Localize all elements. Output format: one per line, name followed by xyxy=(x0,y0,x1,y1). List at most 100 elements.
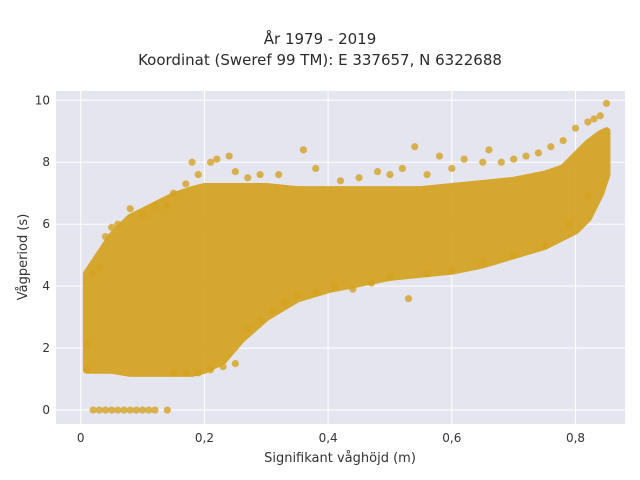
y-axis-ticks: 0 2 4 6 8 10 xyxy=(35,93,50,417)
data-point xyxy=(534,149,543,157)
data-point xyxy=(219,363,227,371)
data-point xyxy=(126,205,134,213)
data-point xyxy=(244,325,252,334)
data-point xyxy=(485,146,493,154)
data-point xyxy=(120,406,128,414)
data-point xyxy=(268,307,277,315)
x-tick-label: 0,6 xyxy=(442,431,461,445)
data-point xyxy=(336,177,345,185)
data-point xyxy=(435,152,444,160)
data-point xyxy=(95,406,103,414)
data-point xyxy=(163,406,171,414)
y-tick-label: 8 xyxy=(42,155,50,169)
x-axis-ticks: 0 0,2 0,4 0,6 0,8 xyxy=(77,431,585,445)
data-point xyxy=(349,285,357,293)
data-point xyxy=(565,220,573,228)
x-axis-title: Signifikant våghöjd (m) xyxy=(264,451,416,466)
data-point xyxy=(596,112,604,120)
data-point xyxy=(423,270,431,278)
data-point xyxy=(207,366,215,374)
data-point xyxy=(89,270,97,278)
data-point xyxy=(151,202,159,210)
data-point xyxy=(522,152,530,160)
y-tick-label: 4 xyxy=(42,279,50,293)
data-point xyxy=(256,316,264,324)
data-point xyxy=(571,124,580,132)
data-point xyxy=(398,164,406,173)
data-point xyxy=(479,257,487,265)
data-point xyxy=(404,294,413,303)
data-point xyxy=(182,369,190,377)
data-point xyxy=(163,202,171,210)
y-axis-title: Vågperiod (s) xyxy=(16,214,31,301)
data-point xyxy=(386,273,394,281)
data-point xyxy=(448,164,456,173)
data-point xyxy=(182,180,190,188)
data-point xyxy=(374,167,382,176)
data-point xyxy=(330,282,338,290)
data-point xyxy=(510,251,518,259)
data-point xyxy=(83,366,91,374)
y-tick-label: 6 xyxy=(42,217,50,231)
data-point xyxy=(188,158,196,166)
data-point xyxy=(411,143,419,151)
data-point xyxy=(355,174,363,182)
data-point xyxy=(547,143,555,151)
data-point xyxy=(602,99,611,107)
data-point xyxy=(386,171,394,179)
data-point xyxy=(244,174,252,182)
data-point xyxy=(213,155,221,163)
data-point xyxy=(108,406,116,414)
data-point xyxy=(83,341,91,349)
data-point xyxy=(138,406,147,414)
data-point xyxy=(590,115,598,123)
data-points xyxy=(83,99,611,414)
y-tick-label: 10 xyxy=(35,93,50,107)
data-point xyxy=(138,211,147,219)
data-point xyxy=(367,279,376,287)
data-point xyxy=(423,171,431,179)
data-point xyxy=(194,171,202,179)
data-point xyxy=(132,406,141,414)
data-point xyxy=(225,152,233,160)
data-point xyxy=(95,263,103,272)
data-point xyxy=(231,167,239,176)
data-point xyxy=(89,406,97,414)
data-point xyxy=(169,369,178,377)
data-point xyxy=(126,406,134,414)
chart-title: År 1979 - 2019 xyxy=(263,30,377,48)
data-point xyxy=(207,158,215,166)
density-band xyxy=(82,127,611,377)
data-point xyxy=(312,164,320,173)
data-point xyxy=(101,232,110,241)
data-point xyxy=(231,359,239,368)
data-point xyxy=(460,155,468,163)
data-point xyxy=(299,146,307,154)
data-point xyxy=(510,155,518,163)
data-point xyxy=(256,171,264,179)
data-point xyxy=(479,158,487,166)
data-point xyxy=(194,369,202,377)
density-band-area xyxy=(82,127,611,377)
data-point xyxy=(584,118,592,126)
data-point xyxy=(275,171,283,179)
chart-subtitle: Koordinat (Sweref 99 TM): E 337657, N 63… xyxy=(138,51,502,69)
data-point xyxy=(497,158,505,166)
data-point xyxy=(540,242,549,250)
y-tick-label: 2 xyxy=(42,341,50,355)
data-point xyxy=(584,192,592,200)
x-tick-label: 0 xyxy=(77,431,85,445)
y-tick-label: 0 xyxy=(42,403,50,417)
data-point xyxy=(312,288,320,296)
x-tick-label: 0,2 xyxy=(195,431,214,445)
data-point xyxy=(114,220,122,228)
data-point xyxy=(169,189,178,197)
data-point xyxy=(101,406,110,414)
data-point xyxy=(559,136,567,145)
data-point xyxy=(108,223,116,231)
data-point xyxy=(145,406,153,414)
data-point xyxy=(151,406,159,414)
data-point xyxy=(281,298,289,306)
data-point xyxy=(448,267,456,275)
